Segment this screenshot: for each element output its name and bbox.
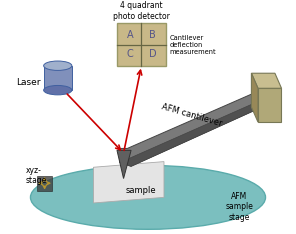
Polygon shape: [94, 162, 164, 203]
FancyBboxPatch shape: [117, 23, 166, 66]
Polygon shape: [117, 150, 131, 179]
Text: AFM cantilever: AFM cantilever: [161, 102, 223, 128]
Ellipse shape: [44, 85, 72, 95]
Text: A: A: [127, 30, 133, 40]
Polygon shape: [251, 73, 281, 88]
Polygon shape: [120, 89, 270, 166]
Text: Cantilever
deflection
measurement: Cantilever deflection measurement: [170, 35, 216, 55]
Polygon shape: [120, 99, 270, 166]
Text: Laser: Laser: [16, 78, 41, 87]
Ellipse shape: [30, 165, 266, 229]
Text: C: C: [127, 49, 133, 59]
Text: xyz-
stage: xyz- stage: [26, 166, 47, 185]
Polygon shape: [258, 88, 281, 122]
Text: 4 quadrant
photo detector: 4 quadrant photo detector: [113, 1, 170, 21]
Text: AFM
sample
stage: AFM sample stage: [225, 192, 253, 222]
Text: sample: sample: [125, 186, 156, 195]
Text: D: D: [149, 49, 157, 59]
Polygon shape: [251, 73, 258, 122]
Text: B: B: [149, 30, 156, 40]
Ellipse shape: [44, 61, 72, 70]
FancyBboxPatch shape: [44, 66, 72, 90]
FancyBboxPatch shape: [37, 176, 52, 191]
